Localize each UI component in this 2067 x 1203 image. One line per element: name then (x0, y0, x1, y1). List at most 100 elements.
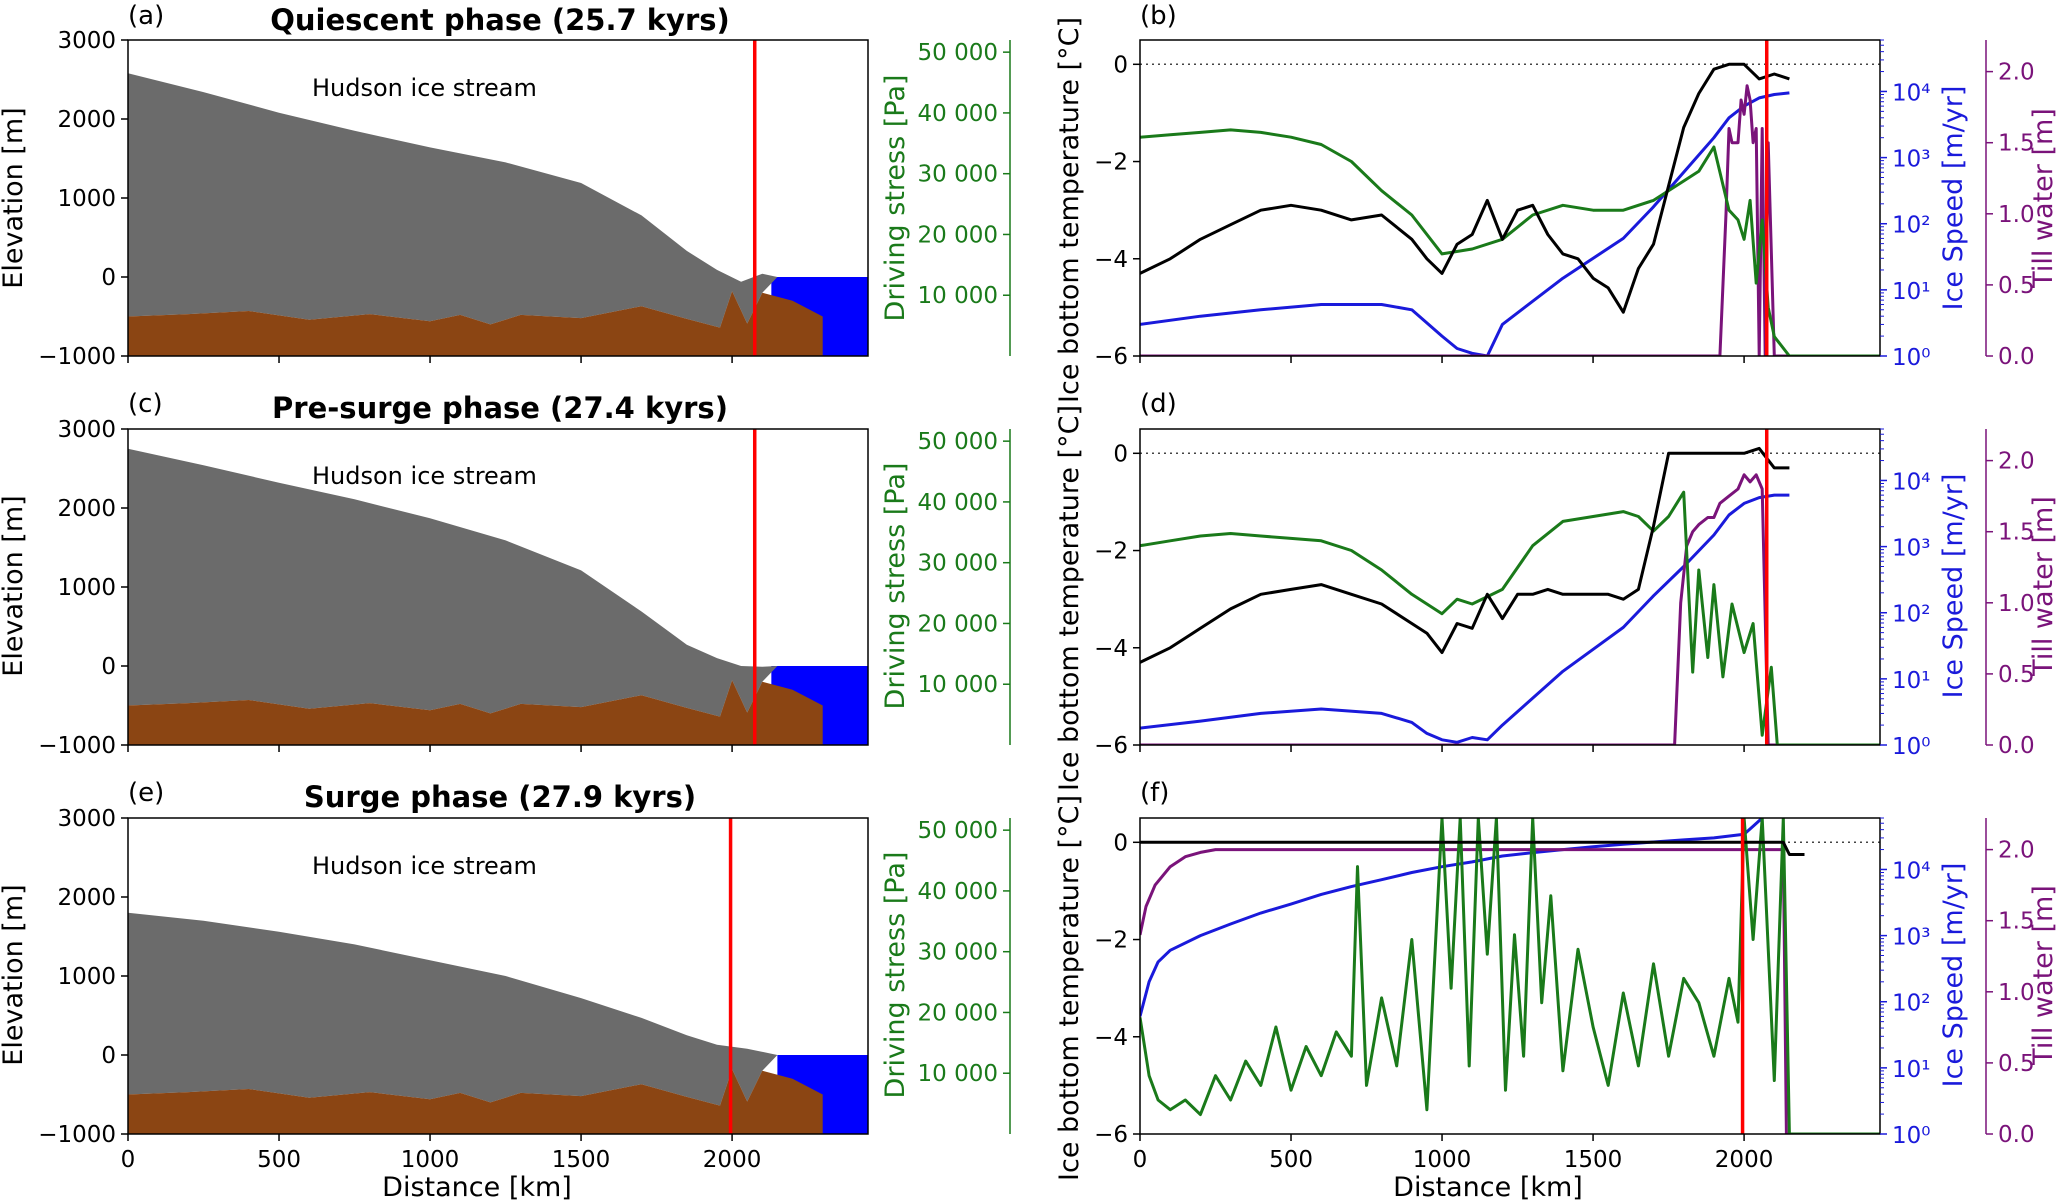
x-tick-label: 500 (1269, 1147, 1313, 1173)
x-tick-label: 1500 (552, 1147, 611, 1173)
panel-c-area-group (128, 448, 868, 745)
y3-tick-label: 2.0 (1998, 60, 2035, 86)
y2-tick-label: 20 000 (918, 1000, 998, 1026)
y3-tick-label: 0.0 (1998, 1122, 2035, 1148)
y2-tick-label: 10 000 (918, 672, 998, 698)
panel-d-label: (d) (1140, 389, 1177, 419)
panel-d-frame (1139, 428, 1881, 746)
panel-b-frame (1139, 39, 1881, 357)
y2-tick-label: 10⁴ (1892, 80, 1931, 106)
y2-tick-label: 30 000 (918, 551, 998, 577)
y-tick-label: −1000 (38, 1122, 116, 1148)
y-tick-label: −2 (1094, 539, 1128, 565)
panel-a-title: Quiescent phase (25.7 kyrs) (270, 3, 730, 37)
y2-tick-label: 10 000 (918, 283, 998, 309)
x-tick-label: 0 (121, 1147, 136, 1173)
panel-b-y3label: Till water [m] (2028, 108, 2059, 289)
x-tick-label: 1000 (401, 1147, 460, 1173)
panel-f-lines (1140, 818, 1880, 1134)
driving-stress-series-line (1140, 490, 1880, 745)
panel-f-y2label: Ice Speed [m/yr] (1938, 863, 1969, 1088)
panel-b: 0 −2 −4 −6 10⁰ 10¹ 10² 10³ 10⁴ 0.0 0.5 1.0 1.5 2.0 (b… (1054, 1, 2059, 403)
y2-tick-label: 10 000 (918, 1061, 998, 1087)
driving-stress-series-line (1140, 818, 1880, 1134)
panel-e-label: (e) (128, 778, 164, 808)
panel-f-y3label: Till water [m] (2028, 885, 2059, 1066)
panel-d-plot: 0 −2 −4 −6 10⁰ 10¹ 10² 10³ 10⁴ 0.0 0.5 1.0 1.5 2.0 (1094, 428, 2035, 760)
y-tick-label: 1000 (57, 964, 116, 990)
y2-tick-label: 20 000 (918, 222, 998, 248)
panel-a-annotation: Hudson ice stream (312, 74, 537, 102)
bedrock-area (128, 680, 823, 745)
y-tick-label: 3000 (57, 417, 116, 443)
panel-d-y3label: Till water [m] (2028, 496, 2059, 677)
y-tick-label: −6 (1094, 344, 1128, 370)
y2-tick-label: 10⁰ (1892, 345, 1931, 371)
panel-d-y2label: Ice Speed [m/yr] (1938, 474, 1969, 699)
y3-tick-label: 1.5 (1998, 131, 2035, 157)
till-water-series-line (1140, 848, 1880, 1134)
y2-tick-label: 10³ (1892, 147, 1931, 173)
y-tick-label: −6 (1094, 733, 1128, 759)
y3-tick-label: 0.5 (1998, 662, 2035, 688)
panel-e-xlabel: Distance [km] (382, 1172, 572, 1203)
x-tick-label: 0 (1133, 1147, 1148, 1173)
y-tick-label: 0 (1113, 441, 1128, 467)
panel-a-label: (a) (128, 1, 164, 31)
y-tick-label: 0 (101, 265, 116, 291)
x-tick-label: 2000 (703, 1147, 762, 1173)
panel-b-plot: 0 −2 −4 −6 10⁰ 10¹ 10² 10³ 10⁴ 0.0 0.5 1.0 1.5 2.0 (1094, 39, 2035, 371)
till-water-series-line (1140, 473, 1880, 745)
y-tick-label: 3000 (57, 806, 116, 832)
y3-tick-label: 0.0 (1998, 344, 2035, 370)
panel-d-lines (1140, 446, 1880, 745)
ice-sheet-area (128, 912, 778, 1106)
y2-tick-label: 10¹ (1892, 279, 1931, 305)
y-tick-label: −4 (1094, 247, 1128, 273)
x-tick-label: 1500 (1564, 1147, 1623, 1173)
panel-c-label: (c) (128, 389, 163, 419)
panel-e-title: Surge phase (27.9 kyrs) (304, 780, 696, 814)
panel-a-plot: 3000 2000 1000 0 −1000 50 000 40 000 30 000 20 0… (38, 28, 1011, 370)
temperature-series-line (1140, 840, 1805, 856)
y2-tick-label: 10⁴ (1892, 469, 1931, 495)
y2-tick-label: 10² (1892, 602, 1931, 628)
y-tick-label: 2000 (57, 885, 116, 911)
panel-c-ylabel: Elevation [m] (0, 495, 29, 676)
y2-tick-label: 10³ (1892, 536, 1931, 562)
y3-tick-label: 0.0 (1998, 733, 2035, 759)
panel-b-ylabel: Ice bottom temperature [°C] (1054, 17, 1085, 403)
y-tick-label: 1000 (57, 186, 116, 212)
till-water-series-line (1140, 84, 1880, 356)
x-tick-label: 500 (257, 1147, 301, 1173)
panel-b-label: (b) (1140, 1, 1177, 31)
temperature-series-line (1140, 446, 1790, 664)
panel-c-y2label: Driving stress [Pa] (880, 463, 911, 710)
y-tick-label: −4 (1094, 1025, 1128, 1051)
ice-sheet-area (128, 448, 778, 717)
y2-tick-label: 10⁰ (1892, 1123, 1931, 1149)
y2-tick-label: 50 000 (918, 429, 998, 455)
panel-f: 0−2−4−60 500 1000 1500 200010⁰10¹10²10³10⁴0.… (1054, 778, 2059, 1203)
bedrock-area (128, 1069, 823, 1134)
y-tick-label: 3000 (57, 28, 116, 54)
panel-f-plot: 0−2−4−60 500 1000 1500 200010⁰10¹10²10³10⁴0.… (1094, 817, 2035, 1173)
y-tick-label: −4 (1094, 636, 1128, 662)
panel-e-y2label: Driving stress [Pa] (880, 852, 911, 1099)
panel-a: 3000 2000 1000 0 −1000 50 000 40 000 30 000 20 0… (0, 1, 1011, 370)
y3-tick-label: 0.5 (1998, 273, 2035, 299)
y2-tick-label: 40 000 (918, 101, 998, 127)
x-tick-label: 1000 (1413, 1147, 1472, 1173)
temperature-series-line (1140, 62, 1790, 314)
panel-a-area-group (128, 73, 868, 356)
y-tick-label: −1000 (38, 733, 116, 759)
y2-tick-label: 10⁴ (1892, 858, 1931, 884)
y3-tick-label: 1.5 (1998, 520, 2035, 546)
y2-tick-label: 10¹ (1892, 1057, 1931, 1083)
y-tick-label: −1000 (38, 344, 116, 370)
panel-d: 0 −2 −4 −6 10⁰ 10¹ 10² 10³ 10⁴ 0.0 0.5 1.0 1.5 2.0 (d… (1054, 389, 2059, 791)
y-tick-label: 0 (101, 654, 116, 680)
